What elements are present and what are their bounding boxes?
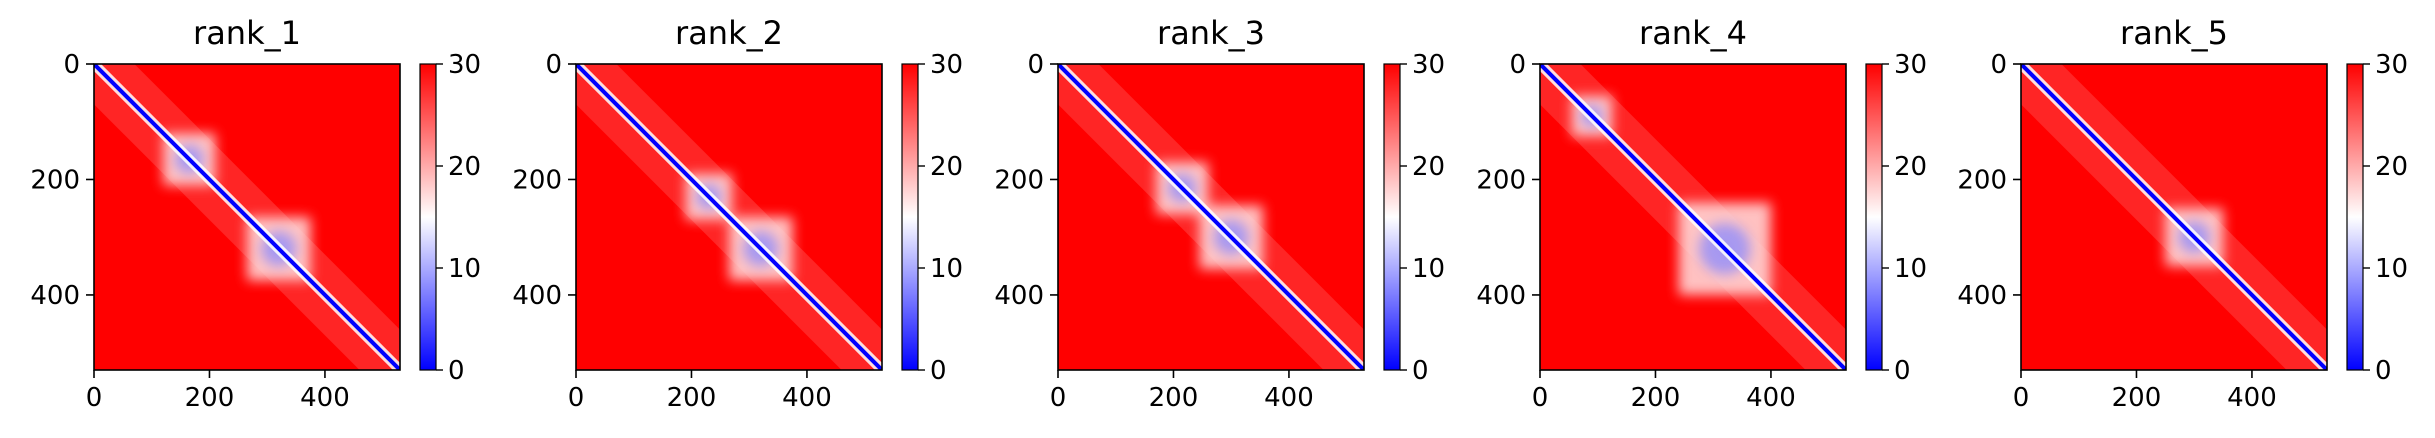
chart-title: rank_2 xyxy=(675,14,783,52)
colorbar-tick-label: 10 xyxy=(930,254,963,284)
y-tick-label: 400 xyxy=(30,281,80,311)
colorbar-tick-label: 0 xyxy=(930,356,947,386)
x-tick-label: 400 xyxy=(300,383,350,413)
colorbar-tick-label: 10 xyxy=(1412,254,1445,284)
x-tick-label: 0 xyxy=(2013,383,2030,413)
x-tick-label: 0 xyxy=(86,383,103,413)
heatmap-panel-3: rank_3 0 200 400 0 200 400 0 10 20 30 xyxy=(994,14,1445,413)
colorbar-tick-label: 10 xyxy=(448,254,481,284)
diagonal-line xyxy=(1058,64,1364,370)
heatmap-plot-area xyxy=(576,64,882,370)
colorbar-tick-label: 20 xyxy=(1894,152,1927,182)
heatmap-plot-area xyxy=(94,64,400,370)
x-tick-label: 0 xyxy=(1532,383,1549,413)
heatmap-panel-4: rank_4 0 200 400 0 200 400 0 10 20 30 xyxy=(1476,14,1927,413)
diagonal-line xyxy=(576,64,882,370)
x-tick-label: 400 xyxy=(782,383,832,413)
heatmap-plot-area xyxy=(1058,64,1364,370)
x-tick-label: 0 xyxy=(1050,383,1067,413)
y-tick-label: 0 xyxy=(63,50,80,80)
axes-frame xyxy=(93,63,401,371)
y-tick-label: 200 xyxy=(1957,165,2007,195)
diagonal-line xyxy=(94,64,400,370)
colorbar-tick-label: 20 xyxy=(1412,152,1445,182)
heatmap-panel-5: rank_5 0 200 400 0 200 400 0 10 20 30 xyxy=(1957,14,2408,413)
x-tick-label: 200 xyxy=(1631,383,1681,413)
axes-frame xyxy=(1057,63,1365,371)
colorbar-tick-label: 30 xyxy=(2375,50,2408,80)
colorbar xyxy=(2346,63,2364,371)
axes-frame xyxy=(1539,63,1847,371)
x-tick-label: 400 xyxy=(1746,383,1796,413)
heatmap-plot-area xyxy=(1540,64,1846,370)
colorbar-tick-label: 20 xyxy=(930,152,963,182)
colorbar xyxy=(901,63,919,371)
axes-frame xyxy=(575,63,883,371)
colorbar-tick-label: 0 xyxy=(1894,356,1911,386)
colorbar-tick-label: 30 xyxy=(448,50,481,80)
colorbar xyxy=(419,63,437,371)
axes-frame xyxy=(2020,63,2328,371)
x-tick-label: 200 xyxy=(667,383,717,413)
y-tick-label: 200 xyxy=(994,165,1044,195)
y-tick-label: 0 xyxy=(1509,50,1526,80)
colorbar-tick-label: 30 xyxy=(1412,50,1445,80)
x-tick-label: 200 xyxy=(1149,383,1199,413)
chart-title: rank_1 xyxy=(193,14,301,52)
y-tick-label: 0 xyxy=(1027,50,1044,80)
colorbar-tick-label: 0 xyxy=(1412,356,1429,386)
y-tick-label: 0 xyxy=(1990,50,2007,80)
chart-title: rank_4 xyxy=(1639,14,1747,52)
x-tick-label: 0 xyxy=(568,383,585,413)
x-tick-label: 200 xyxy=(185,383,235,413)
diagonal-line xyxy=(1540,64,1846,370)
y-tick-label: 400 xyxy=(1957,281,2007,311)
colorbar-tick-label: 30 xyxy=(930,50,963,80)
chart-title: rank_5 xyxy=(2120,14,2228,52)
colorbar-tick-label: 0 xyxy=(448,356,465,386)
y-tick-label: 200 xyxy=(30,165,80,195)
colorbar-tick-label: 20 xyxy=(2375,152,2408,182)
colorbar-tick-label: 30 xyxy=(1894,50,1927,80)
y-tick-label: 400 xyxy=(512,281,562,311)
colorbar-tick-label: 10 xyxy=(1894,254,1927,284)
y-tick-label: 400 xyxy=(1476,281,1526,311)
x-tick-label: 200 xyxy=(2112,383,2162,413)
x-tick-label: 400 xyxy=(2227,383,2277,413)
diagonal-line xyxy=(2021,64,2327,370)
y-tick-label: 200 xyxy=(512,165,562,195)
heatmap-plot-area xyxy=(2021,64,2327,370)
chart-title: rank_3 xyxy=(1157,14,1265,52)
y-tick-label: 400 xyxy=(994,281,1044,311)
heatmap-panel-2: rank_2 0 200 400 0 200 400 0 10 20 30 xyxy=(512,14,963,413)
heatmap-panel-1: rank_1 0 200 400 0 200 400 0 10 20 30 xyxy=(30,14,481,413)
x-tick-label: 400 xyxy=(1264,383,1314,413)
colorbar xyxy=(1383,63,1401,371)
y-tick-label: 200 xyxy=(1476,165,1526,195)
y-tick-label: 0 xyxy=(545,50,562,80)
colorbar-tick-label: 0 xyxy=(2375,356,2392,386)
colorbar-tick-label: 20 xyxy=(448,152,481,182)
colorbar-tick-label: 10 xyxy=(2375,254,2408,284)
colorbar xyxy=(1865,63,1883,371)
